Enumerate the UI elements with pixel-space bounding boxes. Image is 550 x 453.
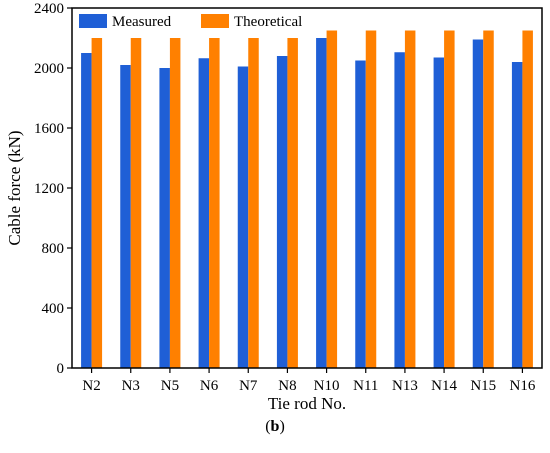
legend: Measured Theoretical [79, 14, 302, 30]
y-tick-label: 2400 [34, 1, 64, 17]
bar-measured-n3 [120, 65, 131, 368]
y-tick-label: 1200 [34, 181, 64, 197]
x-tick-label: N2 [82, 378, 100, 394]
x-tick-label: N3 [122, 378, 140, 394]
panel-label: (b) [0, 418, 550, 436]
legend-swatch-measured [79, 14, 107, 28]
bars-layer [81, 30, 533, 368]
bar-measured-n15 [472, 39, 484, 368]
panel-label-open: ( [265, 418, 271, 435]
y-tick-label: 400 [42, 301, 65, 317]
x-tick-label: N14 [431, 378, 457, 394]
x-axis-label: Tie rod No. [268, 394, 346, 413]
bar-measured-n6 [198, 58, 210, 368]
bar-measured-n7 [237, 66, 249, 368]
bar-measured-n8 [276, 56, 288, 368]
legend-label-measured: Measured [112, 14, 172, 30]
x-tick-label: N7 [239, 378, 258, 394]
legend-swatch-theoretical [201, 14, 229, 28]
x-tick-label: N5 [161, 378, 179, 394]
x-tick-label: N8 [278, 378, 296, 394]
bar-measured-n11 [355, 60, 366, 368]
x-tick-label: N10 [314, 378, 340, 394]
y-tick-label: 1600 [34, 121, 64, 137]
bar-measured-n16 [511, 62, 523, 368]
bar-measured-n13 [394, 52, 405, 368]
x-tick-label: N16 [509, 378, 535, 394]
bar-theoretical-n6 [209, 38, 220, 368]
bar-measured-n2 [81, 53, 92, 368]
bar-theoretical-n10 [326, 30, 338, 368]
x-tick-label: N11 [353, 378, 378, 394]
x-tick-label: N6 [200, 378, 219, 394]
bar-theoretical-n14 [444, 30, 455, 368]
legend-label-theoretical: Theoretical [234, 14, 302, 30]
bar-theoretical-n3 [130, 38, 142, 368]
ticks-layer: N2 N3 N5 N6 N7 N8 N10 N11 N13 N14 N15 N16 0 400 800 120… [34, 1, 536, 394]
bar-measured-n10 [316, 38, 327, 368]
panel-label-close: ) [279, 418, 285, 435]
y-tick-label: 0 [57, 361, 65, 377]
bar-measured-n5 [159, 68, 170, 368]
y-axis-label: Cable force (kN) [5, 130, 24, 245]
bar-theoretical-n16 [522, 30, 533, 368]
bar-measured-n14 [433, 57, 445, 368]
bar-theoretical-n11 [365, 30, 377, 368]
x-tick-label: N13 [392, 378, 418, 394]
bar-theoretical-n2 [91, 38, 103, 368]
bar-theoretical-n15 [483, 30, 494, 368]
bar-theoretical-n13 [404, 30, 416, 368]
panel-label-letter: b [270, 418, 280, 435]
bar-theoretical-n5 [169, 38, 181, 368]
bar-theoretical-n8 [287, 38, 298, 368]
x-tick-label: N15 [470, 378, 496, 394]
y-tick-label: 800 [42, 241, 65, 257]
plot-frame [71, 7, 543, 369]
bar-theoretical-n7 [248, 38, 259, 368]
y-tick-label: 2000 [34, 61, 64, 77]
